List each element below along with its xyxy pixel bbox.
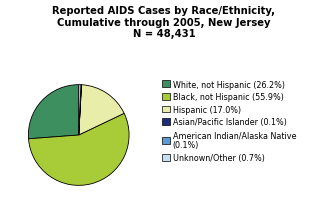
Wedge shape <box>79 85 124 135</box>
Wedge shape <box>79 85 82 135</box>
Legend: White, not Hispanic (26.2%), Black, not Hispanic (55.9%), Hispanic (17.0%), Asia: White, not Hispanic (26.2%), Black, not … <box>161 79 297 163</box>
Wedge shape <box>79 85 81 135</box>
Wedge shape <box>29 85 79 139</box>
Text: Reported AIDS Cases by Race/Ethnicity,
Cumulative through 2005, New Jersey
N = 4: Reported AIDS Cases by Race/Ethnicity, C… <box>52 6 276 39</box>
Wedge shape <box>29 114 129 185</box>
Wedge shape <box>79 85 81 135</box>
